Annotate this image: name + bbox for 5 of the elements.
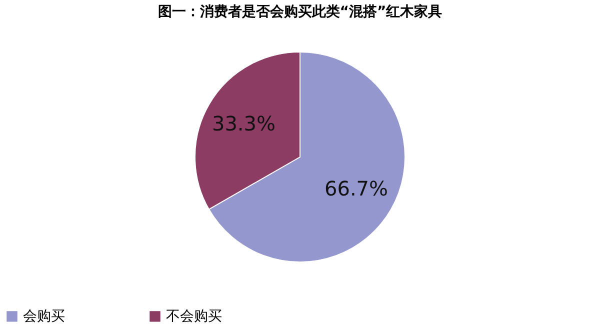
data-label: 33.3% <box>212 111 276 136</box>
data-label: 66.7% <box>324 176 388 201</box>
legend-label: 不会购买 <box>166 308 222 324</box>
chart-title: 图一：消费者是否会购买此类“混搭”红木家具 <box>158 3 442 20</box>
legend-label: 会购买 <box>23 308 65 324</box>
